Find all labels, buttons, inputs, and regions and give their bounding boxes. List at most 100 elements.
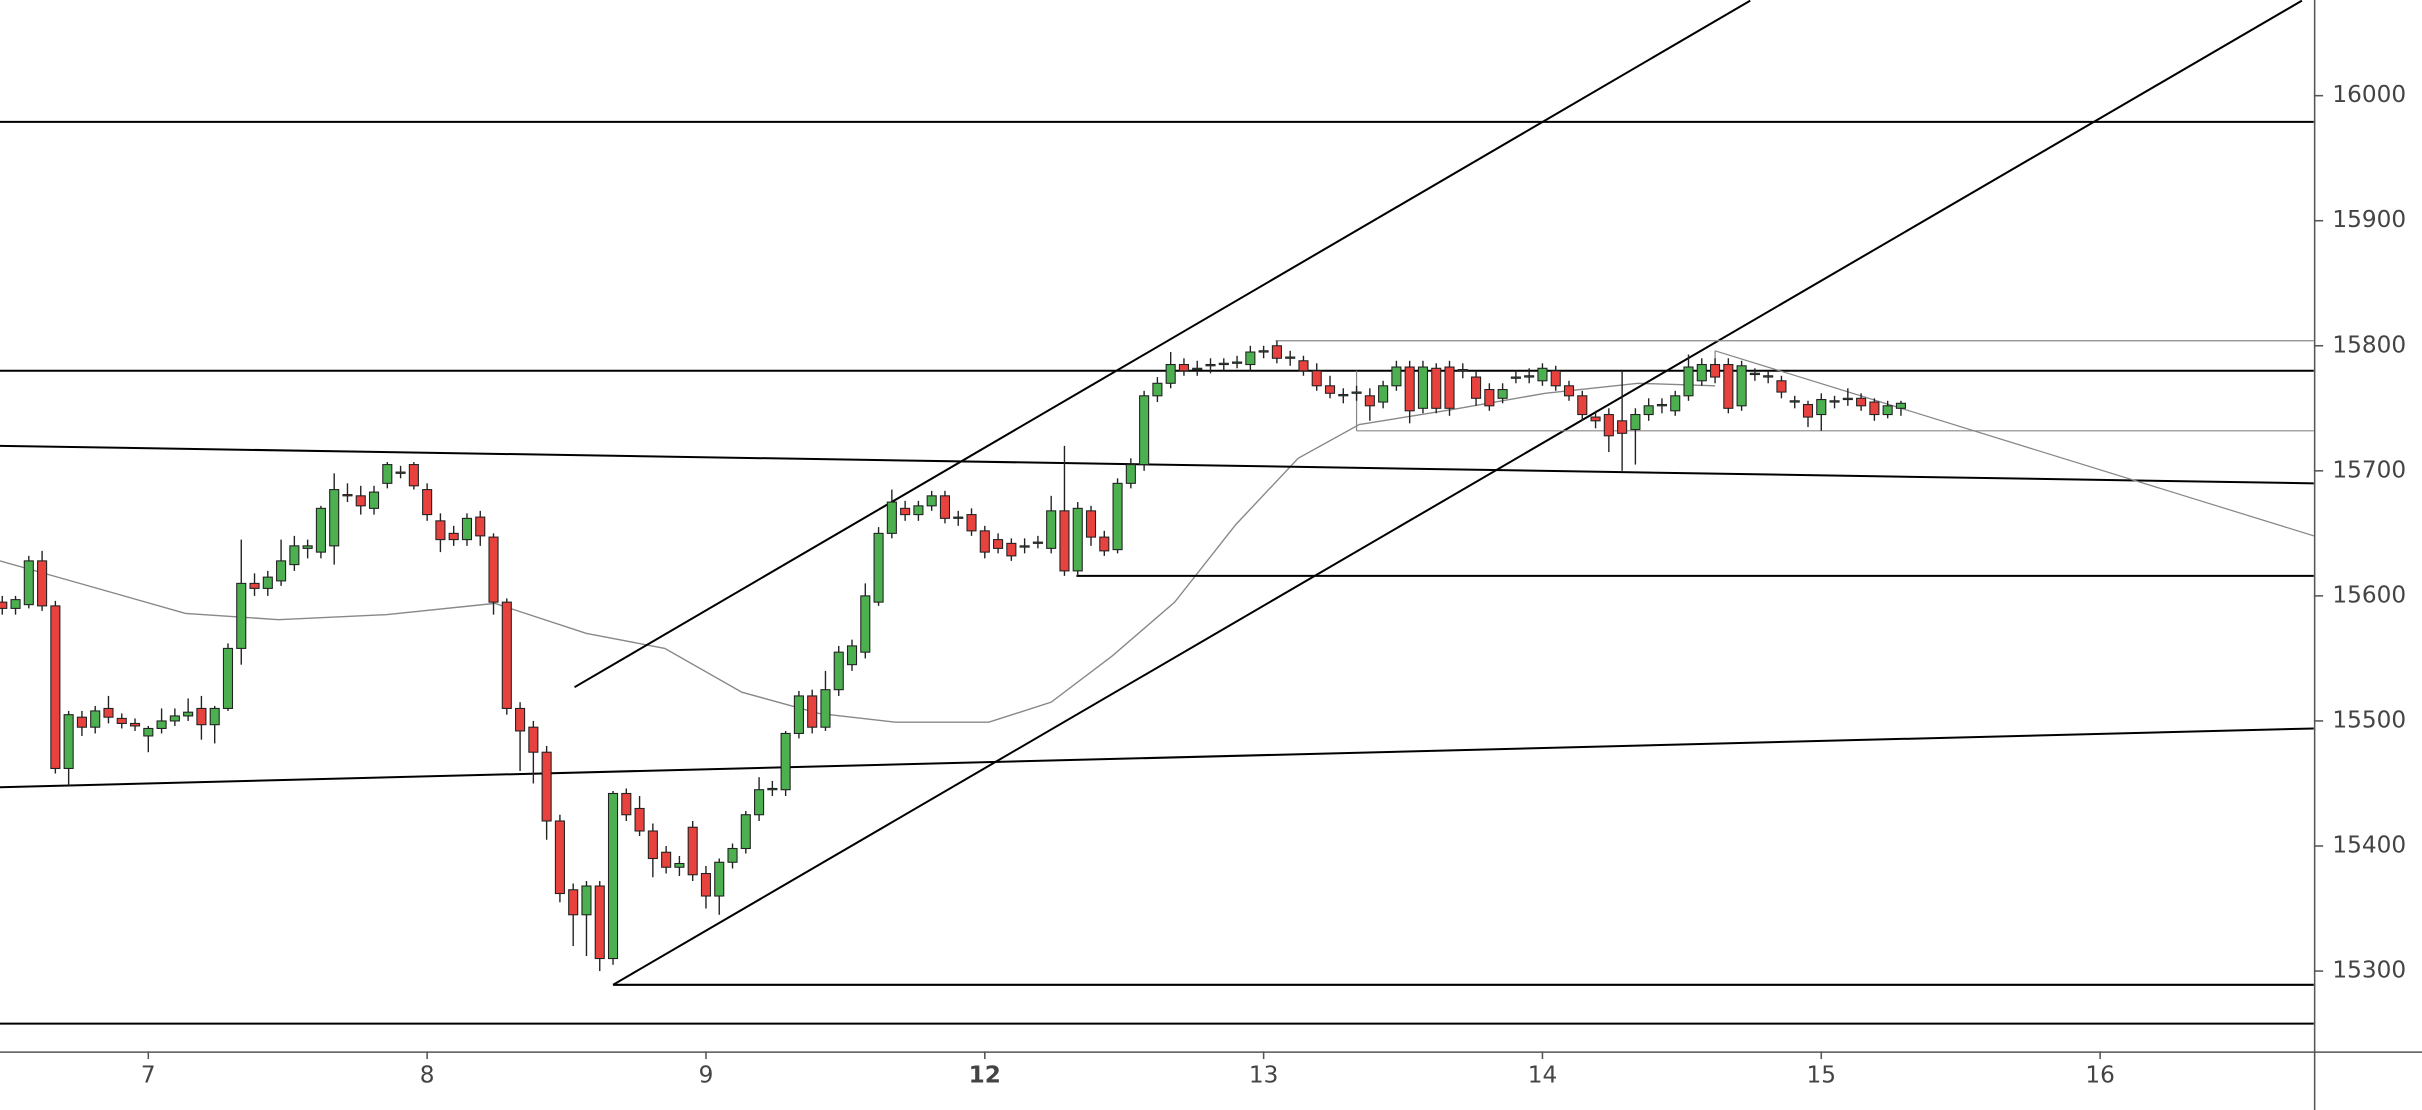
candle-body bbox=[1112, 482, 1123, 551]
candle-body bbox=[528, 726, 539, 753]
candle-body bbox=[1497, 389, 1508, 399]
candle-body bbox=[1351, 391, 1362, 394]
candle-body bbox=[1723, 363, 1734, 409]
candle-body bbox=[1178, 363, 1190, 372]
candle-body bbox=[926, 495, 937, 507]
candle-body bbox=[1842, 397, 1853, 401]
candle-body bbox=[1510, 376, 1521, 379]
candle-body bbox=[1590, 416, 1601, 422]
candle-body bbox=[1072, 507, 1083, 572]
candle-body bbox=[1391, 366, 1402, 387]
candle-body bbox=[1603, 414, 1614, 437]
candle-body bbox=[1032, 541, 1043, 544]
candle-body bbox=[1298, 360, 1309, 372]
candle-body bbox=[1152, 382, 1163, 397]
candle-body bbox=[1710, 363, 1721, 378]
candle-body bbox=[1537, 367, 1548, 382]
candle-body bbox=[1776, 380, 1787, 393]
candle-body bbox=[1245, 351, 1256, 366]
candle-body bbox=[993, 539, 1004, 549]
candle-body bbox=[1683, 366, 1694, 397]
candle-body bbox=[1670, 395, 1681, 412]
x-tick-label: 14 bbox=[1528, 1063, 1557, 1089]
candle-body bbox=[1471, 376, 1482, 399]
candle-body bbox=[156, 720, 167, 729]
candle-body bbox=[1484, 389, 1495, 407]
candle-body bbox=[1802, 404, 1814, 418]
candle-body bbox=[422, 489, 433, 516]
candle-body bbox=[1099, 536, 1110, 552]
candle-body bbox=[196, 707, 207, 726]
candle-body bbox=[1763, 375, 1774, 378]
candle-body bbox=[687, 826, 698, 876]
trend-line bbox=[0, 727, 2314, 789]
candle-body bbox=[103, 707, 114, 718]
candle-body bbox=[568, 889, 579, 916]
candle-body bbox=[222, 647, 234, 709]
candle-body bbox=[754, 789, 765, 816]
candle-body bbox=[1882, 405, 1893, 416]
candle-body bbox=[714, 861, 725, 897]
candle-body bbox=[236, 582, 247, 649]
candle-body bbox=[1856, 397, 1867, 407]
candle-body bbox=[1457, 368, 1468, 372]
candle-body bbox=[143, 727, 154, 737]
candle-body bbox=[23, 560, 34, 606]
moving-average bbox=[0, 382, 1716, 723]
candle-body bbox=[1271, 345, 1282, 359]
trend-line bbox=[1714, 350, 2314, 537]
candle-body bbox=[169, 715, 180, 722]
candle-body bbox=[886, 501, 897, 534]
candle-body bbox=[10, 599, 21, 609]
candle-body bbox=[209, 707, 220, 726]
y-tick-label: 15400 bbox=[2332, 832, 2406, 858]
candle-body bbox=[860, 595, 871, 653]
candle-body bbox=[1165, 363, 1176, 384]
candle-body bbox=[873, 532, 884, 603]
candle-body bbox=[382, 464, 393, 484]
candle-body bbox=[1617, 420, 1628, 434]
candle-body bbox=[515, 707, 526, 732]
candle-body bbox=[1577, 395, 1588, 416]
candle-body bbox=[780, 732, 791, 791]
candle-body bbox=[1869, 401, 1880, 416]
candle-body bbox=[581, 885, 592, 916]
candle-body bbox=[900, 507, 911, 516]
candle-body bbox=[448, 532, 459, 541]
candle-body bbox=[554, 820, 565, 895]
candle-body bbox=[1444, 366, 1455, 409]
candle-body bbox=[183, 711, 194, 717]
candle-body bbox=[634, 807, 645, 832]
candle-body bbox=[1789, 400, 1800, 403]
y-tick-label: 15300 bbox=[2332, 958, 2406, 984]
candle-body bbox=[740, 814, 751, 850]
candle-body bbox=[461, 517, 473, 541]
candle-body bbox=[488, 536, 499, 603]
candle-body bbox=[289, 545, 300, 566]
candle-body bbox=[1139, 395, 1150, 466]
candle-body bbox=[979, 530, 990, 553]
candle-body bbox=[807, 695, 818, 728]
x-tick-label: 16 bbox=[2085, 1063, 2114, 1089]
y-tick-label: 15700 bbox=[2332, 457, 2406, 483]
candle-body bbox=[276, 560, 287, 582]
candle-body bbox=[607, 792, 619, 960]
trend-line bbox=[574, 0, 1751, 689]
candle-body bbox=[1895, 402, 1906, 409]
candle-body bbox=[1736, 365, 1747, 407]
candle-body bbox=[395, 471, 406, 474]
candle-body bbox=[661, 851, 672, 868]
candle-body bbox=[913, 505, 924, 516]
candle-body bbox=[1125, 464, 1136, 484]
candle-body bbox=[793, 695, 804, 734]
candle-body bbox=[501, 601, 512, 709]
candle-body bbox=[408, 464, 419, 487]
candle-body bbox=[116, 717, 127, 724]
candle-body bbox=[700, 872, 712, 897]
candle-body bbox=[63, 714, 74, 770]
candle-body bbox=[50, 605, 61, 770]
candle-body bbox=[1324, 385, 1336, 394]
trend-line bbox=[0, 444, 2314, 485]
candle-body bbox=[1524, 375, 1535, 378]
